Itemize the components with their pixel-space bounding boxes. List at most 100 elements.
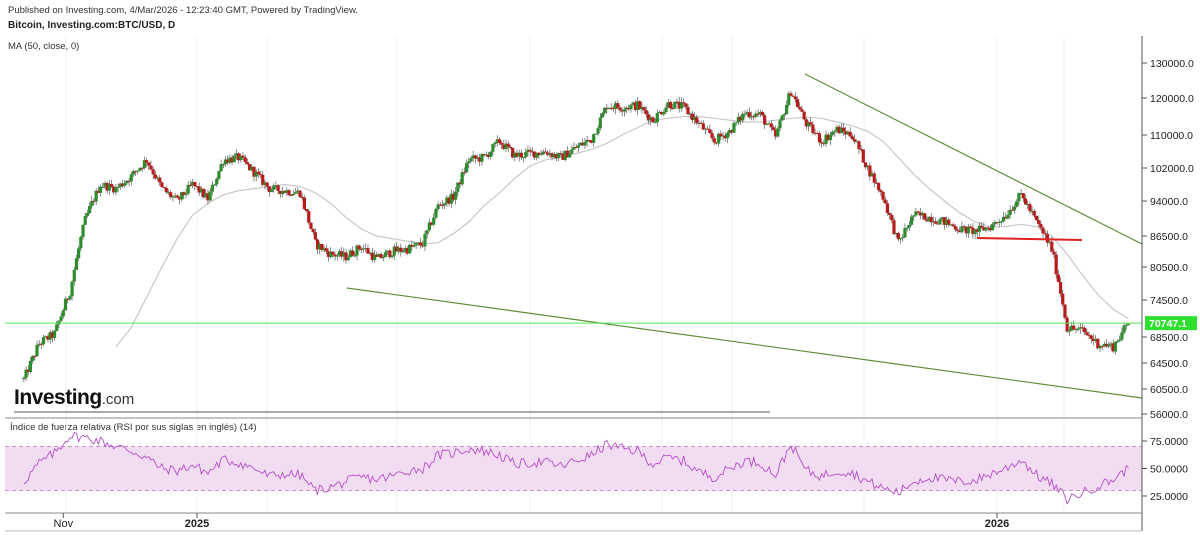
candle-body xyxy=(63,298,68,311)
price-tick-label: 110000.0 xyxy=(1150,130,1193,142)
candle-body xyxy=(611,107,616,110)
candle-body xyxy=(1063,304,1067,318)
candle-body xyxy=(482,154,486,156)
candle-body xyxy=(412,245,416,247)
candle-body xyxy=(774,129,778,137)
candle-body xyxy=(289,194,293,196)
candle-body xyxy=(736,116,740,123)
candle-body xyxy=(318,243,322,250)
candle-body xyxy=(48,332,52,340)
candle-body xyxy=(26,369,30,373)
candle-body xyxy=(149,165,153,170)
candle-body xyxy=(725,133,730,139)
candle-body xyxy=(464,163,469,173)
candle-body xyxy=(223,159,228,165)
candle-body xyxy=(357,245,361,249)
candle-body xyxy=(980,225,984,228)
candle-body xyxy=(598,117,602,129)
candle-body xyxy=(155,177,160,179)
candle-body xyxy=(197,186,201,193)
candle-body xyxy=(944,219,949,225)
candle-body xyxy=(703,128,708,130)
rsi-plot xyxy=(23,431,1129,505)
candle-body xyxy=(1019,193,1023,195)
trendlines xyxy=(5,73,1143,399)
candle-body xyxy=(467,161,471,164)
candle-body xyxy=(732,123,736,133)
candle-body xyxy=(1098,346,1102,349)
candle-body xyxy=(644,110,648,115)
candle-body xyxy=(537,152,541,155)
last-price-badge xyxy=(1145,316,1197,331)
candle-body xyxy=(771,127,776,130)
candle-body xyxy=(1048,241,1052,243)
candle-body xyxy=(300,196,304,198)
candle-body xyxy=(401,251,405,253)
candle-body xyxy=(754,113,758,117)
ma-line xyxy=(115,115,1129,348)
candle-body xyxy=(335,255,339,257)
candle-body xyxy=(841,127,846,132)
candle-body xyxy=(329,251,333,258)
candle-body xyxy=(607,107,611,110)
candle-body xyxy=(449,193,453,204)
candle-body xyxy=(212,184,217,186)
ma-indicator-label[interactable]: MA (50, close, 0) xyxy=(8,41,80,52)
candle-body xyxy=(495,139,499,143)
candle-body xyxy=(548,153,552,156)
price-tick-label: 60500.0 xyxy=(1150,384,1188,396)
candle-body xyxy=(52,330,57,338)
candle-body xyxy=(469,158,473,162)
candle-body xyxy=(66,298,70,300)
candle-body xyxy=(50,332,54,338)
candle-body xyxy=(1091,338,1096,341)
candle-body xyxy=(504,143,508,150)
candle-body xyxy=(375,254,379,258)
candle-body xyxy=(624,107,629,110)
candle-body xyxy=(697,122,701,124)
candle-body xyxy=(852,139,857,142)
candle-body xyxy=(383,252,388,258)
candle-body xyxy=(46,336,50,340)
candle-body xyxy=(405,248,410,254)
candle-body xyxy=(283,191,287,193)
candle-body xyxy=(677,101,681,109)
candle-body xyxy=(287,190,291,195)
candle-body xyxy=(892,220,896,235)
candle-body xyxy=(833,131,837,133)
candle-body xyxy=(278,190,282,194)
candle-body xyxy=(79,236,83,249)
candle-body xyxy=(640,107,644,110)
candle-body xyxy=(515,152,519,157)
candle-body xyxy=(129,174,133,182)
candle-body xyxy=(964,226,968,234)
candle-body xyxy=(966,226,971,234)
candle-body xyxy=(147,162,151,166)
candle-body xyxy=(1052,251,1056,255)
candle-body xyxy=(660,112,664,115)
candle-body xyxy=(1072,325,1076,329)
candle-body xyxy=(221,164,225,166)
candle-body xyxy=(820,142,824,144)
rsi-indicator-label[interactable]: Índice de fuerza relativa (RSI por sus s… xyxy=(10,422,257,433)
candle-body xyxy=(719,133,723,137)
candle-body xyxy=(61,310,65,317)
candle-body xyxy=(741,113,745,121)
candle-body xyxy=(780,115,784,121)
candle-body xyxy=(605,107,609,110)
candle-body xyxy=(524,152,528,158)
candle-body xyxy=(41,337,46,345)
candle-body xyxy=(136,170,140,172)
candle-body xyxy=(368,252,372,254)
candle-body xyxy=(991,224,995,231)
candle-body xyxy=(261,174,265,185)
candle-body xyxy=(454,191,458,200)
resistance-line xyxy=(976,237,1083,241)
candle-body xyxy=(90,200,94,207)
candle-body xyxy=(208,191,212,201)
candle-body xyxy=(230,157,234,163)
candle-body xyxy=(1034,215,1039,221)
candle-body xyxy=(866,165,870,168)
candle-body xyxy=(1004,216,1008,219)
